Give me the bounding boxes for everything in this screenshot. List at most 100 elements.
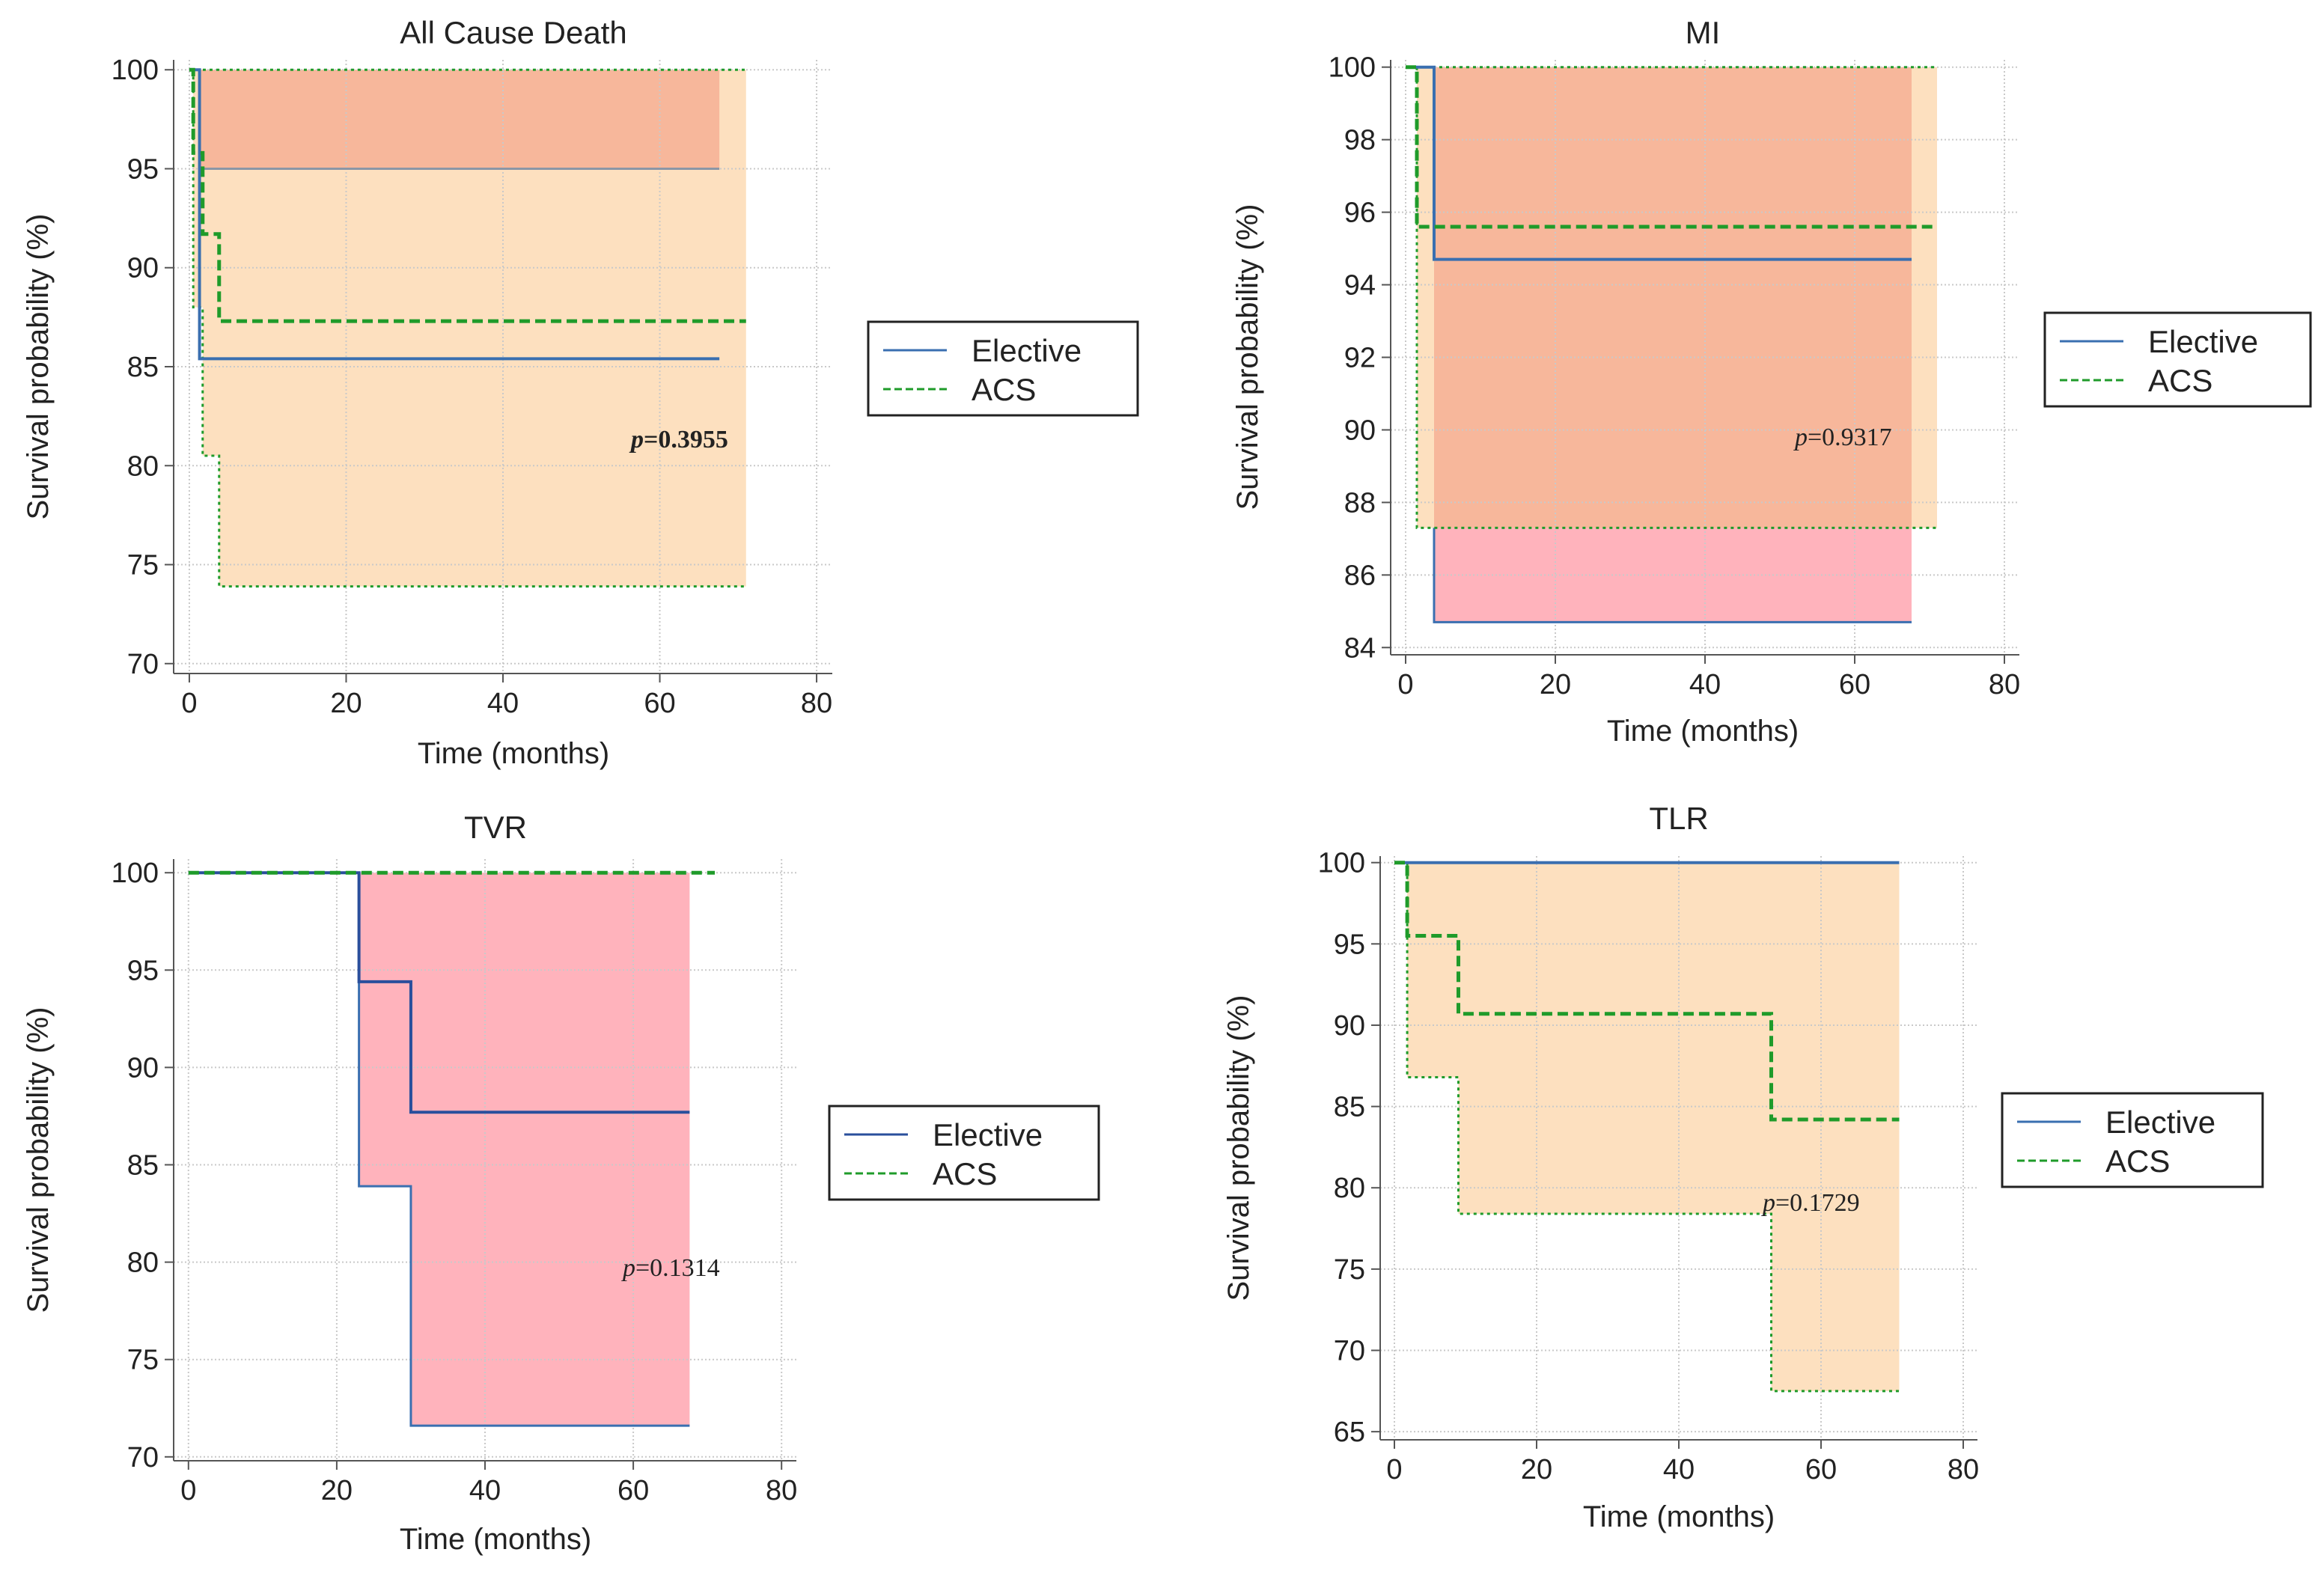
x-tick-label: 60 xyxy=(617,1475,649,1506)
x-axis-label: Time (months) xyxy=(418,737,609,770)
y-tick-label: 90 xyxy=(127,1052,159,1084)
x-tick-label: 0 xyxy=(181,688,197,719)
legend-label-acs: ACS xyxy=(2105,1143,2170,1179)
y-tick-label: 65 xyxy=(1334,1417,1365,1448)
x-tick-label: 40 xyxy=(1663,1454,1695,1485)
x-axis-label: Time (months) xyxy=(1583,1500,1775,1533)
x-tick-label: 40 xyxy=(487,688,519,719)
x-tick-label: 0 xyxy=(1397,669,1413,700)
legend: Elective ACS xyxy=(828,1105,1100,1201)
ci-band-acs xyxy=(189,70,746,587)
x-tick-label: 60 xyxy=(1839,669,1870,700)
panel-tvr: 0 20 40 60 80 70 75 80 85 90 95 100 TVR Time (months)… xyxy=(22,810,1100,1556)
x-tick-label: 60 xyxy=(644,688,675,719)
p-value-annotation: p=0.9317 xyxy=(1793,424,1892,451)
y-tick-label: 100 xyxy=(1329,52,1376,84)
ci-boundary-line xyxy=(192,70,746,588)
x-tick-label: 20 xyxy=(330,688,362,719)
legend-box xyxy=(867,320,1139,417)
legend-box xyxy=(828,1105,1100,1201)
y-tick-label: 84 xyxy=(1344,632,1376,664)
ci-boundary-line xyxy=(1433,528,1912,623)
series-line-acs xyxy=(1394,861,1900,1122)
series-line-elective xyxy=(1406,65,1912,261)
y-tick-label: 96 xyxy=(1344,198,1376,229)
y-tick-label: 88 xyxy=(1344,487,1376,519)
y-tick-label: 90 xyxy=(1344,415,1376,446)
y-tick-label: 86 xyxy=(1344,560,1376,591)
ci-band-acs xyxy=(1394,862,1900,1391)
series-line-acs xyxy=(1406,65,1937,229)
y-tick-label: 90 xyxy=(127,253,159,284)
y-tick-label: 95 xyxy=(1334,929,1365,960)
y-tick-label: 85 xyxy=(127,1150,159,1182)
y-tick-label: 80 xyxy=(1334,1173,1365,1204)
x-tick-label: 20 xyxy=(1521,1454,1552,1485)
y-axis-label: Survival probability (%) xyxy=(22,213,55,519)
chart-title: MI xyxy=(1686,15,1721,50)
p-value-annotation: p=0.3955 xyxy=(629,426,728,453)
y-tick-label: 94 xyxy=(1344,270,1376,302)
ci-band-overlap xyxy=(1434,67,1912,528)
y-axis-label: Survival probability (%) xyxy=(22,1007,55,1313)
panel-all-cause-death: 0 20 40 60 80 70 75 80 85 90 95 100 All Cause Death T… xyxy=(22,15,1139,770)
legend-box xyxy=(2043,311,2312,408)
legend-label-elective: Elective xyxy=(2105,1105,2215,1140)
x-tick-label: 0 xyxy=(1386,1454,1402,1485)
legend-label-elective: Elective xyxy=(972,333,1082,368)
x-tick-label: 20 xyxy=(321,1475,353,1506)
x-tick-label: 80 xyxy=(801,688,832,719)
legend-label-acs: ACS xyxy=(2148,363,2212,398)
series-line-acs xyxy=(189,67,746,323)
y-tick-label: 75 xyxy=(127,1345,159,1376)
x-axis-label: Time (months) xyxy=(400,1523,591,1556)
y-tick-label: 95 xyxy=(127,955,159,986)
p-value-annotation: p=0.1729 xyxy=(1761,1189,1860,1217)
y-tick-label: 85 xyxy=(1334,1092,1365,1123)
x-tick-label: 20 xyxy=(1540,669,1571,700)
chart-title: TVR xyxy=(464,810,527,845)
y-tick-label: 70 xyxy=(127,1442,159,1473)
y-tick-label: 98 xyxy=(1344,125,1376,156)
ci-band-elective xyxy=(189,70,720,169)
chart-title: All Cause Death xyxy=(400,15,627,50)
y-tick-label: 95 xyxy=(127,153,159,185)
y-tick-label: 70 xyxy=(127,649,159,680)
legend-label-acs: ACS xyxy=(933,1156,997,1191)
ci-boundary-line xyxy=(1415,67,1937,529)
x-axis-label: Time (months) xyxy=(1607,715,1799,748)
x-tick-label: 40 xyxy=(1689,669,1721,700)
y-tick-label: 70 xyxy=(1334,1336,1365,1367)
ci-boundary-line xyxy=(358,873,690,1427)
y-tick-label: 75 xyxy=(127,550,159,581)
panel-tlr: 0 20 40 60 80 65 70 75 80 85 90 95 100 TLR Time (month… xyxy=(1222,801,2264,1533)
x-tick-label: 0 xyxy=(180,1475,196,1506)
x-tick-label: 80 xyxy=(1948,1454,1979,1485)
y-tick-label: 100 xyxy=(112,55,159,86)
y-tick-label: 85 xyxy=(127,352,159,383)
x-tick-label: 60 xyxy=(1805,1454,1837,1485)
legend: Elective ACS xyxy=(2043,311,2312,408)
p-value-annotation: p=0.1314 xyxy=(621,1254,720,1282)
y-axis-label: Survival probability (%) xyxy=(1222,995,1255,1301)
y-tick-label: 75 xyxy=(1334,1254,1365,1286)
y-tick-label: 80 xyxy=(127,450,159,482)
y-tick-label: 80 xyxy=(127,1247,159,1279)
legend-label-elective: Elective xyxy=(933,1117,1043,1152)
legend-box xyxy=(2001,1092,2264,1188)
y-axis-label: Survival probability (%) xyxy=(1231,204,1264,510)
legend: Elective ACS xyxy=(867,320,1139,417)
x-tick-label: 80 xyxy=(1989,669,2020,700)
x-tick-label: 80 xyxy=(766,1475,797,1506)
legend-label-acs: ACS xyxy=(972,372,1036,407)
ci-band-elective xyxy=(188,873,690,1426)
y-tick-label: 100 xyxy=(112,858,159,889)
y-tick-label: 92 xyxy=(1344,343,1376,374)
x-tick-label: 40 xyxy=(469,1475,501,1506)
panel-mi: 0 20 40 60 80 84 86 88 90 92 94 96 98 100 MI Time (mont… xyxy=(1231,15,2312,748)
y-tick-label: 100 xyxy=(1318,848,1365,879)
legend-label-elective: Elective xyxy=(2148,324,2258,359)
chart-title: TLR xyxy=(1649,801,1708,836)
